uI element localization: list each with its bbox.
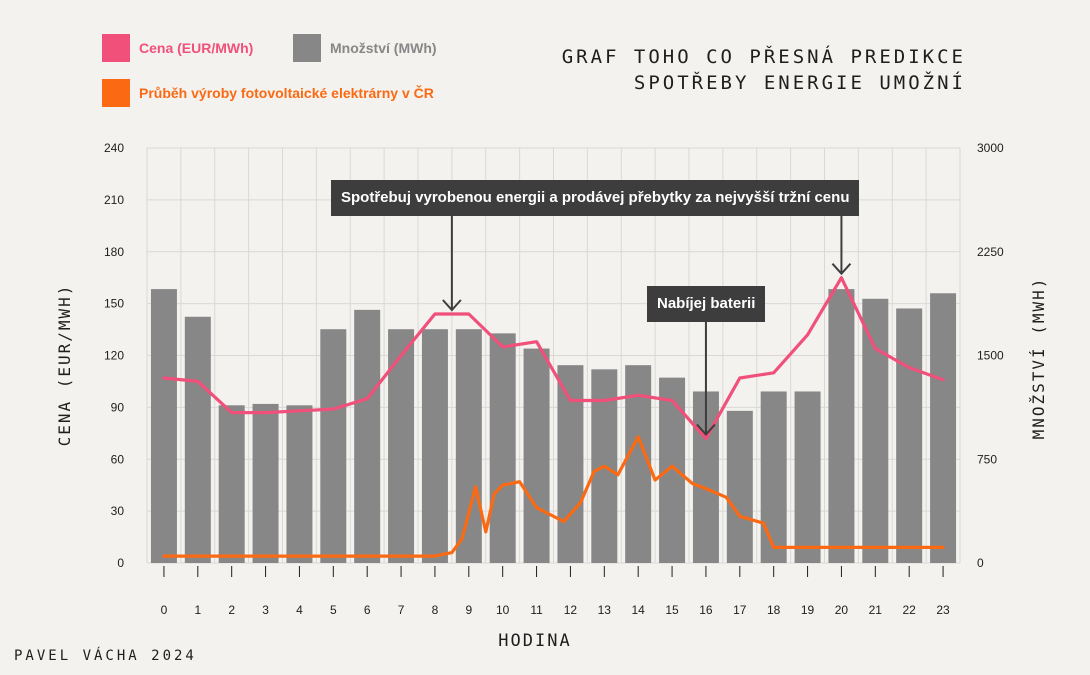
x-tick-label: 21	[869, 603, 883, 617]
y-tick-label-left: 240	[104, 141, 124, 155]
legend-label-price: Cena (EUR/MWh)	[139, 40, 254, 56]
quantity-bar	[184, 316, 211, 563]
quantity-bar	[354, 309, 381, 563]
x-tick-label: 13	[598, 603, 612, 617]
quantity-bar	[523, 348, 550, 563]
y-tick-label-left: 210	[104, 193, 124, 207]
quantity-bar	[794, 391, 821, 563]
quantity-bar	[930, 293, 957, 563]
chart-title: GRAF TOHO CO PŘESNÁ PREDIKCE SPOTŘEBY EN…	[562, 44, 966, 96]
quantity-bar	[388, 329, 415, 563]
quantity-bar	[828, 289, 855, 563]
x-tick-label: 1	[194, 603, 201, 617]
solar-production-line	[162, 435, 945, 558]
author-credit: PAVEL VÁCHA 2024	[14, 648, 197, 664]
callout-main: Spotřebuj vyrobenou energii a prodávej p…	[331, 180, 860, 216]
y-tick-label-right: 2250	[977, 245, 1004, 259]
quantity-bar	[726, 410, 753, 563]
chart-title-line-2: SPOTŘEBY ENERGIE UMOŽNÍ	[633, 72, 966, 94]
x-tick-label: 20	[835, 603, 849, 617]
x-tick-label: 18	[767, 603, 781, 617]
x-tick-label: 3	[262, 603, 269, 617]
legend-item-price: Cena (EUR/MWh)	[102, 34, 253, 62]
legend-label-solar: Průběh výroby fotovoltaické elektrárny v…	[139, 85, 434, 101]
x-tick-label: 10	[496, 603, 510, 617]
quantity-bar	[557, 365, 584, 563]
x-tick-label: 0	[161, 603, 168, 617]
y-tick-label-right: 3000	[977, 141, 1004, 155]
x-tick-label: 12	[564, 603, 578, 617]
quantity-bar	[320, 329, 347, 563]
callout-battery: Nabíjej baterii	[647, 286, 766, 322]
annotation-arrows	[442, 216, 852, 436]
x-tick-label: 9	[465, 603, 472, 617]
legend-swatch-price	[102, 34, 130, 62]
legend-swatch-solar	[102, 79, 130, 107]
annotation-arrow-head	[696, 423, 716, 436]
y-tick-label-left: 150	[104, 297, 124, 311]
quantity-bar	[150, 289, 177, 563]
quantity-bar	[896, 308, 923, 563]
x-tick-label: 23	[936, 603, 950, 617]
x-tick-label: 17	[733, 603, 747, 617]
y-tick-label-right: 1500	[977, 349, 1004, 363]
y-tick-label-left: 90	[111, 400, 125, 414]
legend-swatch-quantity	[293, 34, 321, 62]
x-tick-label: 2	[228, 603, 235, 617]
x-tick-label: 5	[330, 603, 337, 617]
quantity-bar	[218, 405, 245, 563]
legend-item-solar: Průběh výroby fotovoltaické elektrárny v…	[102, 79, 434, 107]
x-tick-label: 7	[398, 603, 405, 617]
y-tick-label-right: 0	[977, 556, 984, 570]
series-lines	[162, 276, 945, 558]
price-line	[162, 276, 945, 441]
quantity-bar	[489, 333, 516, 563]
y-axis-label-right: MNOŽSTVÍ (MWH)	[1029, 277, 1048, 440]
y-axis-label-left: CENA (EUR/MWH)	[55, 284, 74, 447]
legend-label-quantity: Množství (MWh)	[330, 40, 437, 56]
quantity-bar	[252, 403, 279, 563]
quantity-bar	[760, 391, 787, 563]
x-tick-label: 14	[632, 603, 646, 617]
quantity-bar	[421, 329, 448, 563]
x-tick-label: 19	[801, 603, 815, 617]
y-tick-label-left: 60	[111, 452, 125, 466]
y-tick-label-left: 0	[117, 556, 124, 570]
annotation-arrow-head	[831, 263, 852, 276]
y-tick-label-left: 180	[104, 245, 124, 259]
x-tick-label: 16	[699, 603, 713, 617]
quantity-bar	[659, 377, 686, 563]
chart-title-line-1: GRAF TOHO CO PŘESNÁ PREDIKCE	[561, 46, 966, 68]
quantity-bar	[286, 405, 313, 563]
x-tick-label: 8	[432, 603, 439, 617]
x-tick-label: 6	[364, 603, 371, 617]
x-tick-label: 15	[665, 603, 679, 617]
chart-grid	[146, 147, 961, 564]
x-tick-label: 11	[530, 603, 543, 617]
x-tick-label: 22	[903, 603, 917, 617]
x-axis-label: HODINA	[498, 631, 571, 651]
y-tick-label-right: 750	[977, 452, 997, 466]
y-tick-label-left: 120	[104, 349, 124, 363]
y-tick-label-left: 30	[111, 504, 125, 518]
annotation-arrow-head	[442, 299, 462, 312]
legend-item-quantity: Množství (MWh)	[293, 34, 437, 62]
quantity-bar	[455, 329, 482, 563]
x-tick-label: 4	[296, 603, 303, 617]
quantity-bar	[862, 298, 889, 563]
